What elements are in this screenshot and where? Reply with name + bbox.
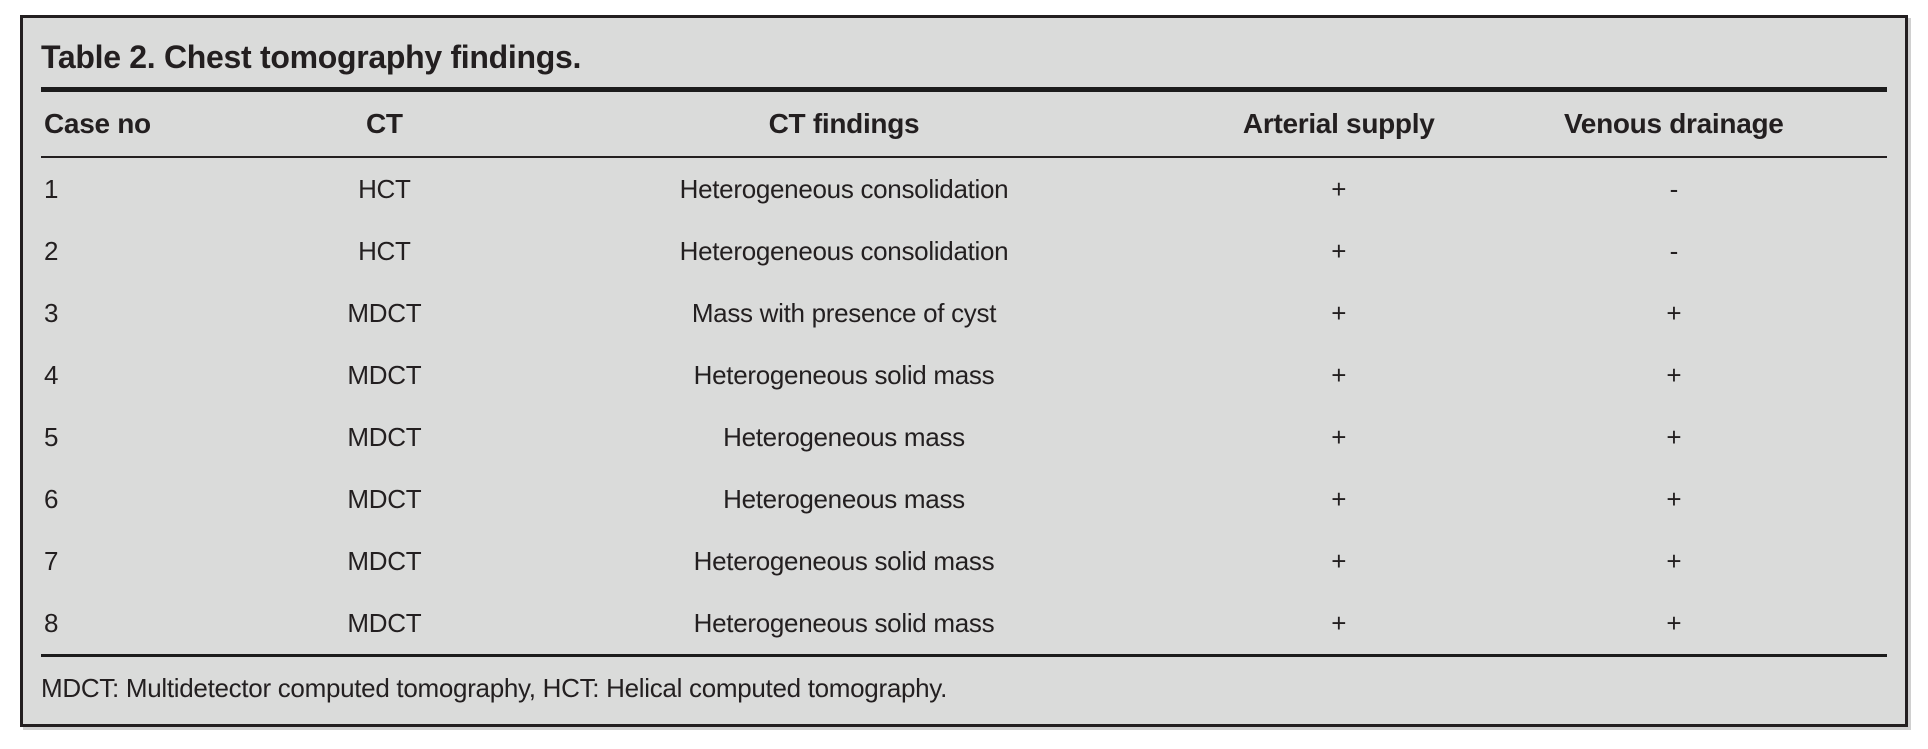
table-row: 7 MDCT Heterogeneous solid mass + + — [41, 530, 1887, 592]
cell-case-no: 7 — [44, 545, 59, 576]
cell-ct: HCT — [358, 235, 411, 266]
table-2-card: Table 2. Chest tomography findings. Case… — [20, 15, 1908, 727]
cell-arterial-supply: + — [1331, 173, 1347, 204]
column-header-venous-drainage: Venous drainage — [1532, 92, 1887, 158]
cell-ct-findings: Heterogeneous mass — [723, 421, 965, 452]
table-row: 5 MDCT Heterogeneous mass + + — [41, 406, 1887, 468]
footnote-rule — [41, 654, 1887, 657]
cell-venous-drainage: + — [1666, 607, 1682, 638]
cell-ct: MDCT — [347, 607, 422, 638]
cell-arterial-supply: + — [1331, 545, 1347, 576]
cell-case-no: 1 — [44, 173, 59, 204]
cell-arterial-supply: + — [1331, 359, 1347, 390]
cell-ct: MDCT — [347, 297, 422, 328]
cell-case-no: 2 — [44, 235, 59, 266]
column-header-case-no: Case no — [41, 92, 226, 158]
column-header-arterial-supply: Arterial supply — [1144, 92, 1533, 158]
cell-venous-drainage: + — [1666, 545, 1682, 576]
cell-case-no: 4 — [44, 359, 59, 390]
cell-ct-findings: Heterogeneous solid mass — [693, 545, 995, 576]
cell-arterial-supply: + — [1331, 297, 1347, 328]
table-row: 4 MDCT Heterogeneous solid mass + + — [41, 344, 1887, 406]
cell-ct-findings: Heterogeneous solid mass — [693, 359, 995, 390]
cell-ct: MDCT — [347, 545, 422, 576]
cell-ct-findings: Heterogeneous consolidation — [679, 173, 1009, 204]
cell-case-no: 8 — [44, 607, 59, 638]
cell-venous-drainage: + — [1666, 483, 1682, 514]
header-row: Case no CT CT findings Arterial supply V… — [41, 92, 1887, 158]
cell-ct-findings: Heterogeneous consolidation — [679, 235, 1009, 266]
findings-table: Case no CT CT findings Arterial supply V… — [41, 92, 1887, 654]
cell-ct-findings: Heterogeneous solid mass — [693, 607, 995, 638]
column-header-ct: CT — [225, 92, 544, 158]
cell-ct: MDCT — [347, 483, 422, 514]
cell-arterial-supply: + — [1331, 483, 1347, 514]
cell-arterial-supply: + — [1331, 235, 1347, 266]
cell-ct: HCT — [358, 173, 411, 204]
title-rule — [41, 87, 1887, 92]
cell-case-no: 5 — [44, 421, 59, 452]
cell-venous-drainage: + — [1666, 297, 1682, 328]
table-row: 2 HCT Heterogeneous consolidation + - — [41, 220, 1887, 282]
cell-venous-drainage: + — [1666, 421, 1682, 452]
table-footnote: MDCT: Multidetector computed tomography,… — [41, 673, 947, 703]
cell-ct: MDCT — [347, 359, 422, 390]
cell-venous-drainage: + — [1666, 359, 1682, 390]
cell-ct-findings: Heterogeneous mass — [723, 483, 965, 514]
table-title: Table 2. Chest tomography findings. — [41, 39, 582, 75]
column-header-ct-findings: CT findings — [543, 92, 1145, 158]
cell-ct: MDCT — [347, 421, 422, 452]
table-row: 3 MDCT Mass with presence of cyst + + — [41, 282, 1887, 344]
cell-venous-drainage: - — [1669, 235, 1679, 266]
table-row: 8 MDCT Heterogeneous solid mass + + — [41, 592, 1887, 654]
cell-arterial-supply: + — [1331, 421, 1347, 452]
cell-venous-drainage: - — [1669, 173, 1679, 204]
cell-case-no: 3 — [44, 297, 59, 328]
table-row: 6 MDCT Heterogeneous mass + + — [41, 468, 1887, 530]
cell-ct-findings: Mass with presence of cyst — [691, 297, 997, 328]
cell-case-no: 6 — [44, 483, 59, 514]
table-row: 1 HCT Heterogeneous consolidation + - — [41, 157, 1887, 220]
cell-arterial-supply: + — [1331, 607, 1347, 638]
